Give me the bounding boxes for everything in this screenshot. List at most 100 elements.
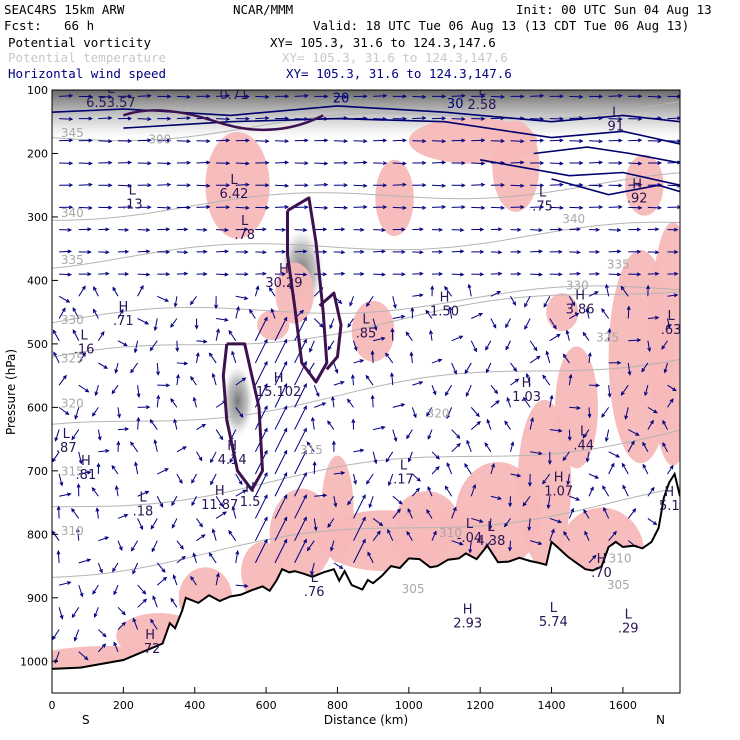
wind-vector-head [578, 94, 584, 99]
wind-vector-head [283, 360, 288, 366]
wind-vector [98, 629, 107, 637]
wind-vector-head [497, 250, 503, 255]
wind-vector-head [539, 161, 545, 166]
wind-vector [368, 496, 374, 508]
wind-vector-head [145, 405, 151, 410]
wind-vector [216, 95, 230, 97]
wind-vector [137, 318, 149, 325]
wind-vector [58, 308, 66, 319]
wind-vector [510, 184, 524, 187]
wind-vector-head [136, 393, 141, 398]
wind-vector-head [459, 228, 465, 233]
wind-vector [156, 496, 164, 508]
x-tick-label: 0 [49, 699, 56, 712]
wind-vector-head [166, 161, 172, 166]
wind-vector [372, 518, 383, 526]
wind-vector [294, 118, 308, 120]
wind-vector [294, 406, 307, 430]
wind-vector-head [583, 509, 588, 514]
wind-vector [137, 417, 140, 430]
center-name: NCAR/MMM [233, 2, 293, 17]
wind-vector [412, 251, 423, 253]
wind-vector-head [478, 313, 484, 317]
wind-vector [59, 95, 73, 97]
wind-vector-head [225, 205, 231, 210]
wind-vector-head [677, 160, 680, 165]
wind-vector [353, 539, 366, 564]
wind-vector [471, 162, 485, 165]
extremum-value: .13 [122, 198, 143, 213]
wind-vector-head [88, 182, 93, 187]
wind-vector [196, 518, 203, 527]
wind-vector-head [677, 94, 680, 99]
extremum-value: .16 [74, 342, 95, 357]
wind-vector-head [461, 161, 466, 166]
wind-vector [77, 528, 80, 541]
wind-vector [117, 514, 128, 519]
wind-vector-head [131, 547, 135, 552]
wind-vector [505, 340, 511, 350]
wind-vector [94, 607, 99, 618]
wind-vector-head [244, 249, 249, 254]
wind-vector [485, 340, 492, 350]
wind-vector [117, 309, 124, 319]
wind-vector-head [595, 249, 601, 254]
wind-vector-head [520, 205, 525, 210]
wind-vector-head [539, 205, 545, 210]
wind-vector-head [419, 293, 424, 298]
wind-vector-head [401, 227, 406, 232]
wind-vector-head [68, 93, 74, 98]
wind-vector-head [366, 302, 370, 307]
wind-vector-head [166, 138, 172, 143]
wind-vector [549, 318, 557, 329]
wind-vector-head [632, 508, 637, 513]
wind-vector [563, 531, 570, 541]
wind-vector [190, 295, 197, 305]
wind-vector [294, 472, 307, 497]
wind-vector-head [677, 205, 680, 210]
wind-vector-head [539, 183, 545, 188]
extremum-value: 2.58 [467, 98, 496, 113]
theta-label: 330 [61, 313, 84, 327]
wind-vector [372, 451, 377, 464]
wind-vector [628, 429, 639, 436]
wind-vector-head [112, 567, 116, 573]
wind-vector-head [557, 519, 563, 524]
x-axis-label: Distance (km) [324, 713, 408, 727]
wind-vector-head [459, 541, 464, 546]
wind-vector-head [203, 272, 208, 276]
y-axis-ticks: 100 200 300 400 500 600 700 800 900 1000 [20, 84, 58, 668]
wind-vector-head [497, 496, 502, 500]
wind-vector-head [510, 441, 515, 446]
extremum-type: H [463, 603, 473, 618]
wind-vector-head [164, 468, 169, 472]
wind-vector [235, 473, 243, 485]
wind-vector-head [637, 116, 643, 121]
wind-vector-head [461, 205, 466, 210]
wind-vector-head [578, 183, 584, 187]
wind-vector [150, 419, 158, 430]
wind-vector-head [598, 94, 604, 99]
wind-vector-head [425, 309, 430, 314]
theta-label: 315 [61, 464, 84, 478]
extremum-value: .72 [140, 642, 161, 657]
wind-vector [530, 229, 542, 231]
wind-vector-head [641, 368, 646, 373]
wind-vector-head [263, 338, 268, 344]
wind-vector-head [302, 272, 308, 277]
wind-vector [530, 250, 542, 253]
wind-vector-head [283, 449, 288, 455]
wind-vector-head [147, 205, 152, 210]
wind-vector [131, 540, 139, 551]
wind-vector [471, 313, 483, 319]
wind-vector-head [87, 227, 92, 232]
y-tick-label: 900 [27, 592, 48, 605]
field-name-theta: Potential temperature [8, 50, 166, 65]
wind-vector-head [225, 161, 231, 166]
wind-vector-head [132, 570, 136, 575]
wind-vector-head [559, 205, 564, 210]
pv-contour [286, 196, 329, 384]
wind-vector-head [268, 286, 273, 292]
wind-vector [78, 206, 92, 209]
wind-vector-head [186, 183, 192, 188]
